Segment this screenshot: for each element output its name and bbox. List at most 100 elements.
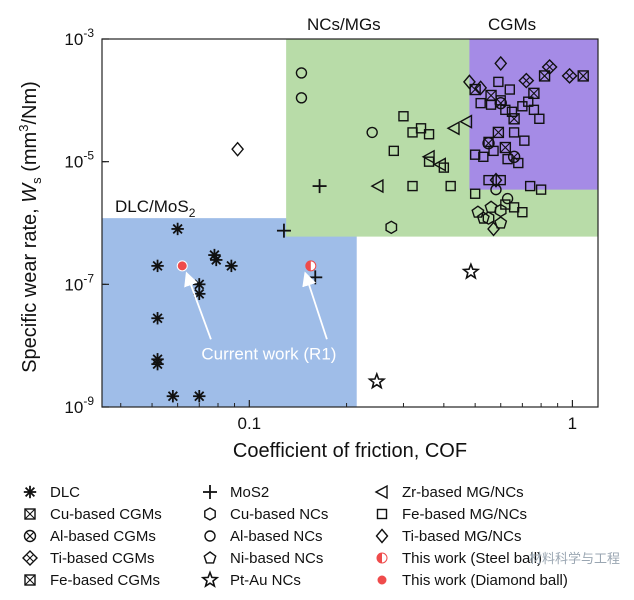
series-ti-based-cgms [518, 58, 578, 89]
point-fe-based-mg-ncs-33 [508, 127, 520, 138]
x-axis-title: Coefficient of friction, COF [233, 440, 467, 462]
point-fe-based-mg-ncs-8 [438, 162, 450, 173]
region-label-cgms: CGMs [488, 15, 536, 34]
legend-label-ni-based-ncs: Ni-based NCs [230, 550, 323, 567]
legend-item-al-based-ncs: Al-based NCs [204, 528, 323, 545]
y-axis-title: Specific wear rate, Ws (mm3/Nm) [16, 81, 44, 373]
point-dlc-6 [166, 389, 180, 403]
legend-label-zr-based-mg-ncs: Zr-based MG/NCs [402, 484, 524, 501]
legend-label-ti-based-cgms: Ti-based CGMs [50, 550, 154, 567]
plot-frame [101, 38, 599, 408]
point-fe-based-cgms-2 [528, 87, 540, 100]
point-cu-based-ncs-2 [482, 211, 495, 225]
legend-marker-ti-based-mg-ncs [375, 528, 389, 544]
point-fe-based-cgms-5 [577, 70, 589, 82]
legend-marker-ti-based-cgms [22, 550, 38, 566]
legend-label-pt-au-ncs: Pt-Au NCs [230, 572, 301, 589]
region-dlc-mos2 [102, 218, 357, 407]
legend-marker-cu-based-ncs [204, 507, 216, 521]
points-layer [151, 55, 589, 403]
legend-item-zr-based-mg-ncs: Zr-based MG/NCs [374, 484, 524, 501]
point-al-based-ncs-1 [295, 67, 308, 79]
legend-marker-al-based-cgms [23, 529, 37, 543]
legend-label-cu-based-ncs: Cu-based NCs [230, 506, 328, 523]
point-dlc-12 [225, 259, 238, 273]
point-pt-au-ncs-2 [461, 262, 481, 280]
legend-marker-fe-based-mg-ncs [376, 508, 388, 520]
y-tick-label--9: 10-9 [64, 394, 94, 417]
legend-marker-cu-based-cgms [24, 508, 36, 520]
region-label-ncs-mgs: NCs/MGs [307, 15, 381, 34]
point-ni-based-ncs-1 [476, 211, 490, 224]
series-dlc [151, 222, 238, 403]
legend-marker-dlc [23, 485, 37, 499]
point-dlc-1 [171, 222, 184, 236]
y-tick-label--7: 10-7 [64, 271, 94, 294]
series-fe-based-mg-ncs [388, 76, 547, 218]
point-fe-based-mg-ncs-18 [475, 97, 486, 109]
point-fe-based-mg-ncs-11 [483, 174, 494, 186]
point-fe-based-mg-ncs-25 [528, 104, 540, 116]
point-fe-based-cgms-3 [508, 113, 520, 125]
point-fe-based-mg-ncs-12 [495, 174, 506, 186]
point-ti-based-mg-ncs-6 [489, 172, 503, 188]
legend-item-fe-based-mg-ncs: Fe-based MG/NCs [376, 506, 527, 523]
point-dlc-11 [210, 253, 223, 267]
legend-label-dlc: DLC [50, 484, 80, 501]
x-tick-label-1: 1 [568, 414, 577, 433]
series-pt-au-ncs [367, 262, 481, 390]
point-fe-based-mg-ncs-1 [388, 145, 399, 157]
legend-item-ti-based-mg-ncs: Ti-based MG/NCs [375, 528, 521, 545]
point-ti-based-mg-ncs-3 [474, 80, 488, 96]
point-mos2-1 [276, 223, 291, 238]
legend-marker-this-work-diamond-ball [376, 574, 388, 586]
legend-label-cu-based-cgms: Cu-based CGMs [50, 506, 162, 523]
legend-marker-zr-based-mg-ncs [374, 484, 388, 500]
point-fe-based-mg-ncs-28 [478, 151, 489, 163]
point-zr-based-mg-ncs-5 [459, 114, 473, 129]
annotation-current-work: Current work (R1) [201, 344, 336, 363]
y-tick-label--3: 10-3 [64, 26, 94, 49]
point-al-based-ncs-5 [501, 192, 514, 205]
legend-marker-pt-au-ncs [200, 570, 220, 588]
point-dlc-3 [151, 312, 164, 325]
annotation-arrow-this-work-steel-ball [302, 271, 328, 340]
point-ni-based-ncs-3 [494, 216, 508, 229]
series-al-based-ncs [295, 67, 514, 205]
legend: DLC Cu-based CGMs Al-based CGMs Ti-based CG… [22, 484, 568, 589]
point-mos2-3 [312, 179, 327, 194]
point-fe-based-mg-ncs-16 [524, 180, 536, 192]
point-pt-au-ncs-1 [367, 371, 387, 390]
legend-item-dlc: DLC [23, 484, 80, 501]
point-al-based-ncs-2 [295, 92, 308, 104]
point-ti-based-mg-ncs-2 [463, 74, 476, 90]
legend-marker-fe-based-cgms [24, 574, 36, 586]
point-ni-based-ncs-2 [484, 200, 498, 213]
legend-marker-this-work-steel-ball [376, 552, 388, 564]
legend-item-ni-based-ncs: Ni-based NCs [203, 550, 323, 567]
legend-label-mos2: MoS2 [230, 484, 269, 501]
legend-item-this-work-diamond-ball: This work (Diamond ball) [376, 572, 568, 589]
point-ni-based-ncs-4 [471, 205, 485, 218]
legend-item-cu-based-cgms: Cu-based CGMs [24, 506, 162, 523]
axes-layer: 10-9 10-7 10-5 10-3 0.1 1 Coefficient of frict… [16, 26, 577, 462]
series-fe-based-cgms [469, 70, 589, 139]
point-ti-based-cgms-1 [541, 58, 558, 75]
point-fe-based-mg-ncs-27 [469, 149, 481, 160]
point-fe-based-mg-ncs-10 [469, 188, 481, 199]
point-fe-based-mg-ncs-36 [504, 84, 515, 95]
y-tick-label--5: 10-5 [64, 149, 94, 172]
series-this-work-steel-ball [305, 260, 317, 272]
series-this-work-diamond-ball [176, 260, 188, 272]
legend-label-this-work-steel-ball: This work (Steel ball) [402, 550, 542, 567]
point-fe-based-mg-ncs-24 [523, 96, 534, 107]
legend-label-ti-based-mg-ncs: Ti-based MG/NCs [402, 528, 521, 545]
point-this-work-steel-ball-1 [305, 260, 317, 272]
legend-marker-al-based-ncs [204, 530, 216, 542]
regions-layer [102, 39, 598, 407]
region-labels: DLC/MoS2 NCs/MGs CGMs [115, 15, 536, 220]
point-this-work-diamond-ball-1 [176, 260, 188, 272]
legend-label-fe-based-mg-ncs: Fe-based MG/NCs [402, 506, 527, 523]
point-fe-based-mg-ncs-6 [407, 180, 418, 192]
